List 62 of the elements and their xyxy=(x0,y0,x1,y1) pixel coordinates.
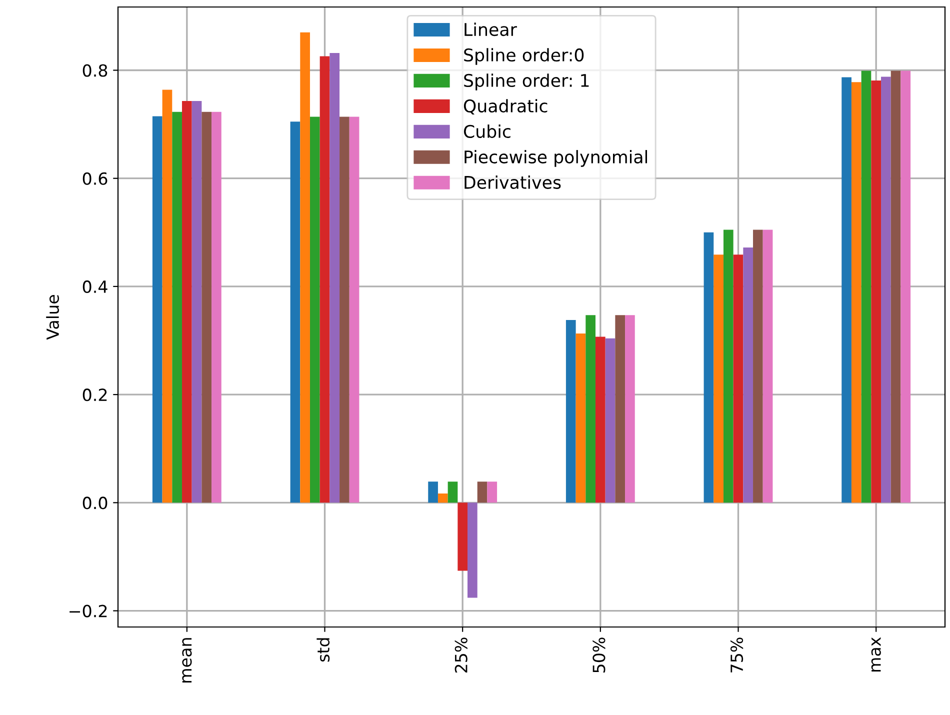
bar xyxy=(162,90,172,503)
bar xyxy=(586,315,596,503)
legend-label: Spline order: 1 xyxy=(464,74,589,90)
bar xyxy=(900,70,911,503)
bar xyxy=(310,116,320,503)
bar xyxy=(851,82,862,503)
x-tick-label: 75% xyxy=(730,638,744,672)
bar xyxy=(349,116,360,503)
y-tick-label: 0.4 xyxy=(82,280,108,294)
x-tick-label: 25% xyxy=(454,638,468,673)
bar xyxy=(438,493,448,503)
x-tick-label: max xyxy=(871,637,881,672)
bar xyxy=(192,101,202,503)
y-tick-label: 0.2 xyxy=(82,388,107,402)
bar xyxy=(704,232,714,503)
bar xyxy=(762,230,773,503)
legend-label: Cubic xyxy=(464,124,510,138)
bar xyxy=(182,101,192,503)
bar xyxy=(300,32,310,503)
bar xyxy=(566,320,576,503)
bar xyxy=(576,333,586,503)
bar xyxy=(625,315,635,503)
y-tick-label: 0.8 xyxy=(82,64,108,77)
bar xyxy=(753,230,763,503)
x-tick-label: mean xyxy=(182,638,192,682)
bar xyxy=(890,70,901,503)
bar xyxy=(595,336,606,503)
bar xyxy=(487,482,498,503)
y-tick-label: −0.2 xyxy=(70,604,107,618)
y-axis-title: Value xyxy=(46,295,60,340)
y-tick-label: 0.0 xyxy=(82,496,108,510)
bar xyxy=(714,254,724,503)
legend-label: Quadratic xyxy=(464,99,548,115)
bar xyxy=(743,248,754,503)
bar xyxy=(340,116,350,503)
y-tick-label: 0.6 xyxy=(82,172,108,185)
bar xyxy=(861,70,872,503)
legend-label: Spline order:0 xyxy=(464,48,584,65)
bar xyxy=(290,122,300,503)
bar xyxy=(152,116,162,503)
bar xyxy=(320,56,330,503)
bar xyxy=(172,112,182,503)
bar xyxy=(477,482,488,503)
bar xyxy=(212,112,222,503)
bar xyxy=(723,230,734,503)
bar xyxy=(330,52,340,503)
legend-label: Derivatives xyxy=(464,176,561,189)
bar xyxy=(605,338,616,503)
bar xyxy=(458,502,468,571)
bar xyxy=(428,482,438,503)
bar xyxy=(871,80,882,503)
x-tick-label: std xyxy=(316,638,330,662)
bar xyxy=(468,502,478,598)
x-tick-label: 50% xyxy=(592,638,606,672)
bar xyxy=(615,315,626,503)
bar xyxy=(202,112,212,503)
legend-label: Linear xyxy=(464,22,517,36)
bar xyxy=(881,76,891,503)
bar xyxy=(733,254,744,503)
legend-label: Piecewise polynomial xyxy=(464,150,647,167)
bar xyxy=(448,482,458,503)
bar xyxy=(842,77,852,503)
